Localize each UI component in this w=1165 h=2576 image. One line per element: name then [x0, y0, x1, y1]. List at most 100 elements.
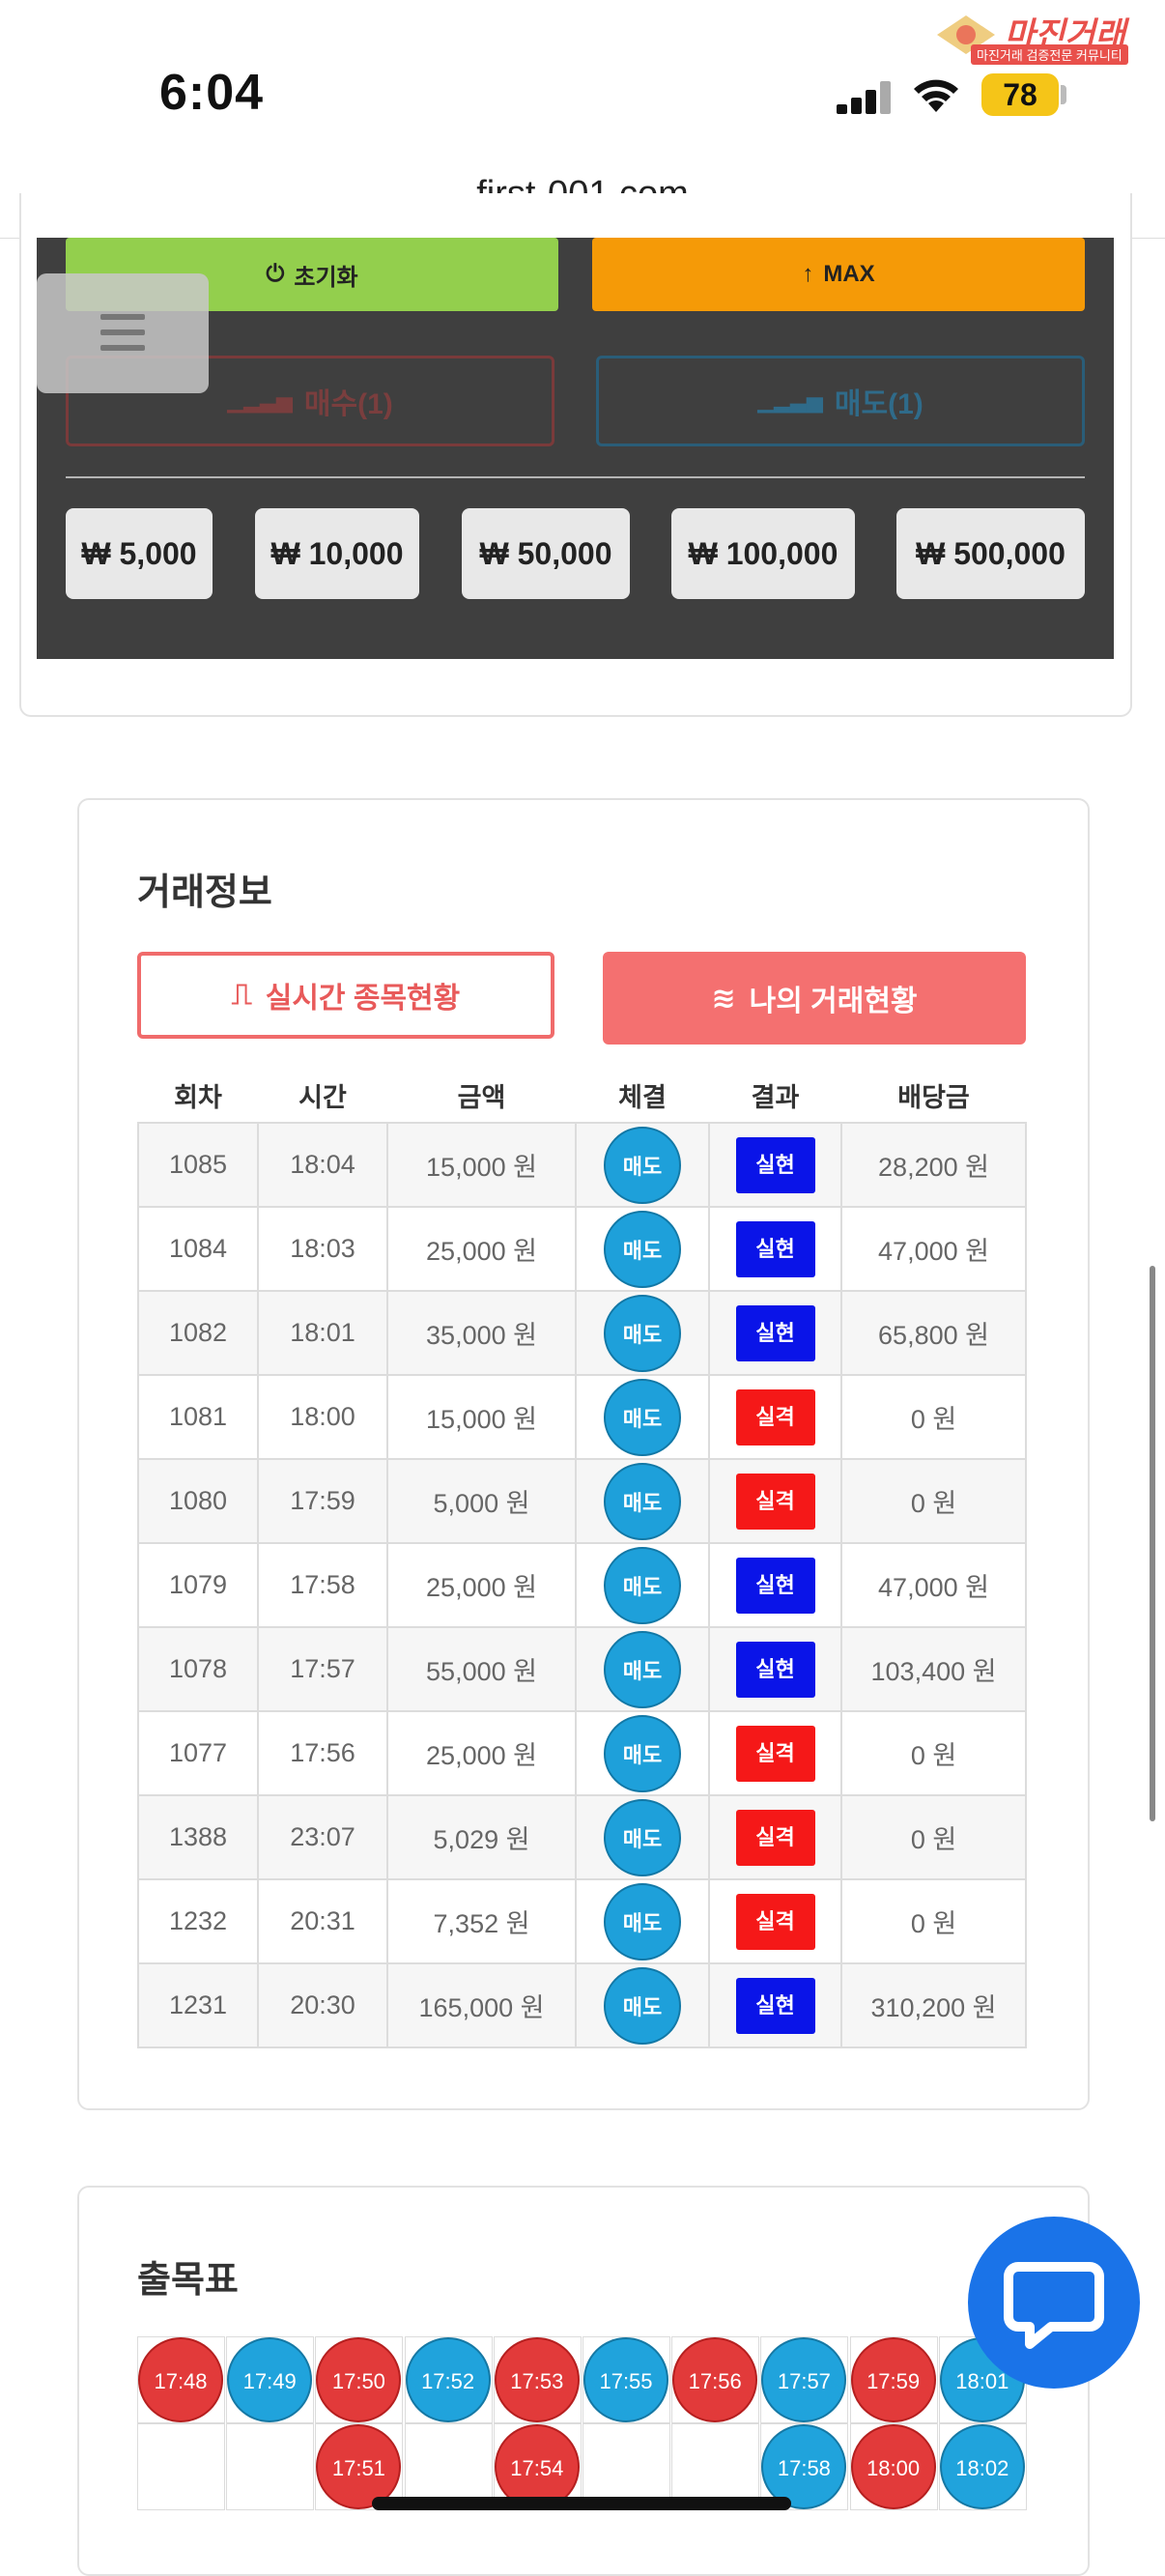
grid-cell	[671, 2336, 760, 2423]
reset-label: 초기화	[294, 264, 358, 291]
home-indicator[interactable]	[372, 2497, 791, 2510]
blue-result-ball: 17:57	[761, 2337, 847, 2422]
result-badge: 실격	[735, 1893, 815, 1950]
time-cell: 17:56	[257, 1710, 388, 1796]
grid-cell	[404, 2336, 493, 2423]
payout-cell: 47,000 원	[840, 1206, 1027, 1292]
grid-cell	[849, 2423, 938, 2510]
amount-button-500000[interactable]: ₩ 500,000	[896, 508, 1085, 599]
table-header-row: 회차 시간 금액 체결 결과 배당금	[138, 1068, 1026, 1123]
grid-cell	[137, 2423, 225, 2510]
tab-live-status[interactable]: ⎍ 실시간 종목현황	[137, 952, 554, 1039]
arrow-up-icon: ↑	[802, 261, 814, 287]
column-header: 결과	[751, 1082, 800, 1112]
type-cell: 매도	[575, 1206, 710, 1292]
result-cell: 실격	[708, 1374, 842, 1460]
time-cell: 23:07	[257, 1794, 388, 1880]
grid-cell	[760, 2423, 849, 2510]
type-cell: 매도	[575, 1710, 710, 1796]
amount-cell: 25,000 원	[386, 1710, 577, 1796]
result-cell: 실현	[708, 1206, 842, 1292]
blue-result-ball: 17:52	[405, 2337, 491, 2422]
time-cell: 18:03	[257, 1206, 388, 1292]
table-row: 1231 20:30 165,000 원 매도 실현 310,200 원	[137, 1962, 1027, 2048]
result-cell: 실현	[708, 1626, 842, 1712]
sell-badge: 매도	[604, 1714, 681, 1792]
amount-button-10000[interactable]: ₩ 10,000	[255, 508, 419, 599]
red-result-ball: 17:50	[316, 2337, 402, 2422]
tab-live-label: 실시간 종목현황	[265, 983, 461, 1015]
hamburger-menu-button[interactable]	[37, 273, 209, 393]
red-result-ball: 17:56	[672, 2337, 758, 2422]
column-header: 금액	[457, 1082, 506, 1112]
table-row: 1079 17:58 25,000 원 매도 실현 47,000 원	[137, 1542, 1027, 1628]
sell-badge: 매도	[604, 1798, 681, 1876]
panel-divider	[66, 476, 1085, 478]
result-badge: 실격	[735, 1725, 815, 1782]
pulse-icon: ⎍	[231, 979, 252, 1011]
amount-cell: 25,000 원	[386, 1542, 577, 1628]
payout-cell: 0 원	[840, 1794, 1027, 1880]
sell-badge: 매도	[604, 1882, 681, 1961]
result-cell: 실현	[708, 1962, 842, 2048]
grid-cell	[226, 2336, 315, 2423]
red-result-ball: 18:00	[850, 2424, 936, 2509]
grid-cell	[582, 2336, 670, 2423]
result-badge: 실격	[735, 1388, 815, 1445]
max-button[interactable]: ↑ MAX	[592, 238, 1085, 311]
sell-button[interactable]: ▁▂▃▅ 매도(1)	[596, 356, 1085, 446]
blue-result-ball: 17:58	[761, 2424, 847, 2509]
blue-result-ball: 17:49	[227, 2337, 313, 2422]
type-cell: 매도	[575, 1374, 710, 1460]
payout-cell: 0 원	[840, 1710, 1027, 1796]
payout-cell: 0 원	[840, 1878, 1027, 1964]
trade-info-title: 거래정보	[137, 873, 272, 913]
amount-cell: 55,000 원	[386, 1626, 577, 1712]
grid-cell	[315, 2423, 404, 2510]
watermark-subtitle: 마진거래 검증전문 커뮤니티	[971, 44, 1128, 65]
sell-badge: 매도	[604, 1546, 681, 1624]
page-scrollbar[interactable]	[1150, 1266, 1155, 1821]
round-cell: 1081	[137, 1374, 259, 1460]
payout-cell: 47,000 원	[840, 1542, 1027, 1628]
column-header: 배당금	[897, 1082, 970, 1112]
time-cell: 18:04	[257, 1122, 388, 1208]
table-row: 1082 18:01 35,000 원 매도 실현 65,800 원	[137, 1290, 1027, 1376]
amount-cell: 25,000 원	[386, 1206, 577, 1292]
result-badge: 실현	[735, 1557, 815, 1614]
type-cell: 매도	[575, 1122, 710, 1208]
buy-button[interactable]: ▁▂▃▅ 매수(1)	[66, 356, 554, 446]
amount-button-5000[interactable]: ₩ 5,000	[66, 508, 213, 599]
battery-tip	[1061, 85, 1066, 104]
round-cell: 1232	[137, 1878, 259, 1964]
sell-badge: 매도	[604, 1126, 681, 1204]
round-cell: 1085	[137, 1122, 259, 1208]
time-cell: 20:30	[257, 1962, 388, 2048]
table-row: 1077 17:56 25,000 원 매도 실격 0 원	[137, 1710, 1027, 1796]
chat-button[interactable]	[968, 2217, 1140, 2389]
payout-cell: 65,800 원	[840, 1290, 1027, 1376]
result-cell: 실격	[708, 1878, 842, 1964]
type-cell: 매도	[575, 1626, 710, 1712]
status-time: 6:04	[159, 65, 265, 121]
result-badge: 실격	[735, 1809, 815, 1866]
red-result-ball: 17:59	[850, 2337, 936, 2422]
amount-button-50000[interactable]: ₩ 50,000	[462, 508, 630, 599]
sell-label: 매도(1)	[834, 388, 923, 420]
payout-cell: 0 원	[840, 1374, 1027, 1460]
sell-badge: 매도	[604, 1966, 681, 2045]
payout-cell: 103,400 원	[840, 1626, 1027, 1712]
result-cell: 실현	[708, 1290, 842, 1376]
column-header: 시간	[298, 1082, 347, 1112]
sell-badge: 매도	[604, 1630, 681, 1708]
sell-badge: 매도	[604, 1210, 681, 1288]
table-row: 1084 18:03 25,000 원 매도 실현 47,000 원	[137, 1206, 1027, 1292]
table-row: 1388 23:07 5,029 원 매도 실격 0 원	[137, 1794, 1027, 1880]
type-cell: 매도	[575, 1794, 710, 1880]
tab-my-trades[interactable]: ≋ 나의 거래현황	[603, 952, 1026, 1045]
round-cell: 1082	[137, 1290, 259, 1376]
table-row: 1078 17:57 55,000 원 매도 실현 103,400 원	[137, 1626, 1027, 1712]
time-cell: 17:58	[257, 1542, 388, 1628]
amount-button-100000[interactable]: ₩ 100,000	[671, 508, 855, 599]
result-badge: 실현	[735, 1220, 815, 1277]
